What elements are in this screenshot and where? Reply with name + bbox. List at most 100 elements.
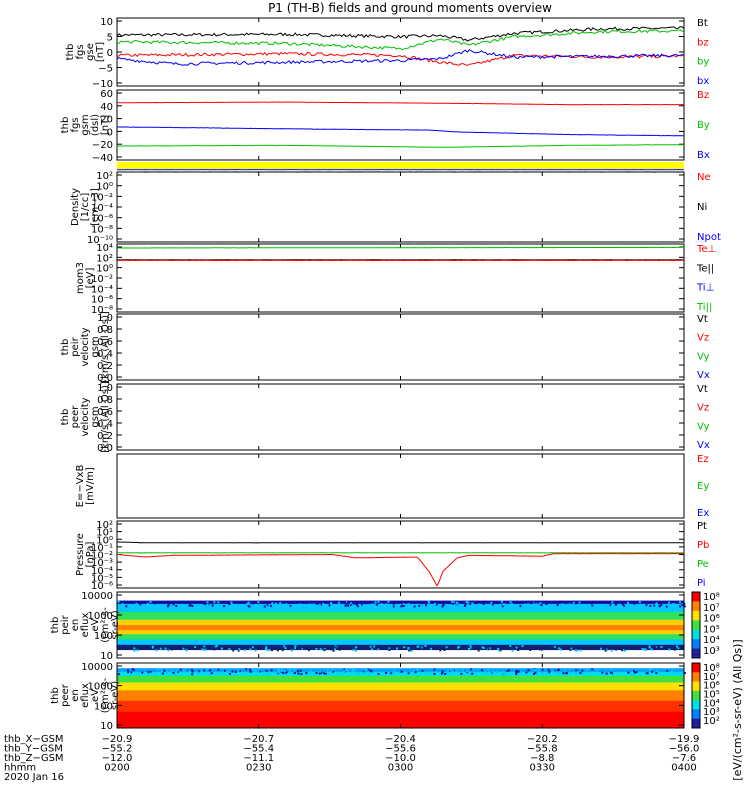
colorbar-segment — [692, 601, 700, 612]
y-tick-label: 1000 — [88, 682, 113, 693]
y-tick-label: 1000 — [88, 611, 113, 622]
x-axis-annotations: [eV/(cm²-s-sr-eV) (All Qs)] thb_X−GSM −20.… — [4, 639, 744, 783]
y-tick-label: 10⁻⁵ — [91, 573, 113, 584]
legend-Bz: Bz — [697, 90, 709, 101]
colorbar-tick: 10⁶ — [703, 614, 720, 625]
x-row-value: 0300 — [388, 763, 413, 774]
y-label-line: sr-eV) — [110, 610, 121, 639]
colorbar-tick: 10⁴ — [703, 698, 720, 709]
y-label-line: fgs — [70, 117, 81, 132]
colorbar-tick: 10² — [703, 716, 720, 727]
spectrogram-band — [117, 619, 684, 626]
y-axis-label: E=−VxB [mV/m] — [75, 465, 96, 508]
y-label-line: en — [70, 619, 81, 632]
colorbar-tick: 10⁵ — [703, 624, 720, 635]
y-tick-label: 10⁻⁴ — [91, 203, 113, 214]
y-axis-label: Density [1/cc] [cm−3] — [70, 188, 101, 226]
y-label-line: velocity — [80, 327, 91, 366]
colorbar-label: [eV/(cm²-s-sr-eV) (All Qs)] — [731, 639, 744, 780]
y-tick-label: 10⁻⁶ — [91, 295, 113, 306]
y-label-line: [nT] — [100, 115, 111, 135]
y-tick-label: 10⁻⁸ — [91, 305, 113, 316]
spectrogram-noise — [117, 668, 686, 676]
y-label-line: [nPa] — [85, 541, 96, 567]
colorbar-segment — [692, 620, 700, 631]
y-label-line: thb — [65, 44, 76, 61]
spectrogram — [117, 592, 686, 659]
x-row-value: −7.6 — [672, 753, 696, 764]
y-label-line: mom3 — [75, 262, 86, 294]
y-label-line: [km/s (All Qs)] — [100, 381, 111, 453]
y-label-line: E=−VxB — [75, 465, 86, 508]
y-tick-label: 10⁻⁴ — [91, 284, 113, 295]
y-tick-label: 10² — [96, 171, 113, 182]
y-tick-label: −20 — [92, 140, 113, 151]
x-row-value: −19.9 — [669, 734, 700, 745]
colorbar-segment — [692, 718, 700, 729]
legend-Ez: Ez — [697, 454, 709, 465]
legend-Vx: Vx — [697, 370, 710, 381]
y-label-line: Density — [70, 188, 81, 226]
y-label-line: eflux — [80, 613, 91, 638]
colorbar-segment — [692, 639, 700, 650]
legend-Vz: Vz — [697, 403, 709, 414]
legend-Ex: Ex — [697, 508, 709, 519]
spectrogram-band — [117, 625, 684, 631]
legend-by: by — [697, 57, 709, 68]
y-label-line: (cm²-s- — [100, 677, 111, 713]
x-row-value: −56.0 — [669, 744, 700, 755]
y-axis-label: thb peir en eflux eV (cm²-s-sr-eV) — [50, 607, 121, 643]
colorbar-segment — [692, 648, 700, 659]
colorbar-segment — [692, 709, 700, 720]
y-tick-label: 100 — [94, 631, 113, 642]
y-label-line: eflux — [80, 683, 91, 708]
y-tick-label: 10⁻² — [91, 551, 113, 562]
legend-Vt: Vt — [697, 314, 708, 325]
y-label-line: sr-eV) — [110, 681, 121, 710]
series-Ti|| — [116, 246, 684, 249]
series-Bx — [116, 126, 684, 137]
colorbar-tick: 10³ — [703, 707, 720, 718]
x-row-value: −20.7 — [243, 734, 274, 745]
y-tick-label: 0.6 — [97, 337, 113, 348]
x-row-value: −12.0 — [102, 753, 133, 764]
y-tick-label: 1.0 — [97, 383, 113, 394]
legend-Ni: Ni — [697, 202, 707, 213]
panel-frame — [116, 171, 685, 243]
y-tick-label: 10² — [96, 253, 113, 264]
plot-title: P1 (TH-B) fields and ground moments over… — [268, 1, 552, 15]
y-label-line: [mV/m] — [85, 467, 96, 505]
legend-Ey: Ey — [697, 481, 709, 492]
spectrogram-band — [117, 672, 684, 677]
panel-frame — [116, 520, 685, 589]
x-row-value: −8.8 — [530, 753, 554, 764]
y-tick-label: 0 — [107, 127, 113, 138]
y-label-line: [nT] — [95, 42, 106, 62]
spectrogram-band — [117, 600, 684, 605]
colorbar-segment — [692, 672, 700, 683]
y-label-line: fgs — [75, 44, 86, 59]
x-row-value: −10.0 — [385, 753, 416, 764]
legend-Pt: Pt — [697, 521, 707, 532]
y-label-line: Pressure — [75, 533, 86, 576]
panel-frame — [116, 383, 685, 451]
x-row-value: 0200 — [104, 763, 129, 774]
y-tick-label: 10⁻⁶ — [91, 214, 113, 225]
y-label-line: gsm — [80, 114, 91, 135]
y-tick-label: −40 — [92, 153, 113, 164]
y-label-line: gsm — [90, 406, 101, 427]
colorbar-frame — [691, 662, 701, 729]
y-label-line: peer — [70, 405, 81, 429]
y-tick-label: 10000 — [81, 662, 113, 673]
y-tick-label: 10⁻¹ — [91, 543, 113, 554]
series-Bt — [116, 26, 685, 42]
legend-Vy: Vy — [697, 351, 710, 362]
x-row-value: −55.2 — [102, 744, 133, 755]
panel-frame — [116, 313, 685, 381]
x-row-value: 0400 — [671, 763, 696, 774]
y-label-line: [1/cc] — [80, 193, 91, 222]
y-tick-label: 20 — [100, 115, 113, 126]
